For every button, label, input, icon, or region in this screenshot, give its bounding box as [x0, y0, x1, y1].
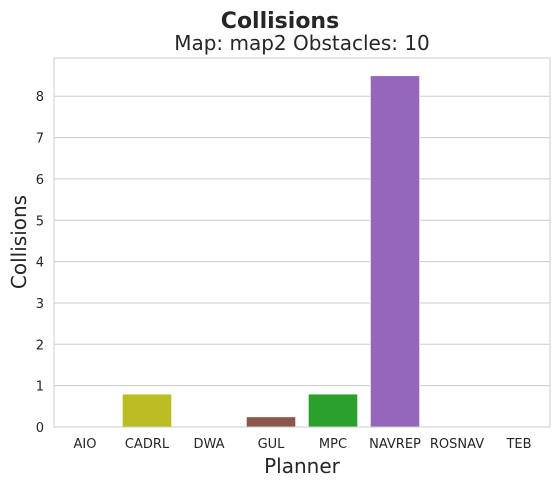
- y-tick-label: 7: [36, 132, 44, 147]
- y-tick-label: 8: [36, 90, 44, 105]
- y-tick-labels: 0 1 2 3 4 5 6 7 8: [36, 90, 44, 436]
- bar-navrep: [369, 75, 421, 428]
- chart-suptitle: Collisions: [221, 9, 339, 34]
- y-tick-label: 2: [36, 338, 44, 353]
- x-axis-label: Planner: [264, 454, 341, 478]
- bars: [121, 75, 421, 428]
- bar-gul: [245, 416, 297, 428]
- y-tick-label: 3: [36, 297, 44, 312]
- y-tick-label: 5: [36, 214, 44, 229]
- x-tick-label: AIO: [74, 437, 97, 452]
- x-tick-label: CADRL: [125, 437, 170, 452]
- x-tick-label: NAVREP: [369, 437, 421, 452]
- x-tick-label: GUL: [258, 437, 286, 452]
- y-tick-label: 0: [36, 421, 44, 436]
- x-tick-label: ROSNAV: [430, 437, 484, 452]
- x-tick-label: MPC: [319, 437, 347, 452]
- bar-cadrl: [121, 393, 173, 428]
- y-axis-label: Collisions: [7, 195, 31, 289]
- y-tick-label: 6: [36, 173, 44, 188]
- y-tick-label: 4: [36, 256, 44, 271]
- chart-title: Map: map2 Obstacles: 10: [174, 31, 430, 55]
- grid: [54, 95, 550, 428]
- x-tick-labels: AIO CADRL DWA GUL MPC NAVREP ROSNAV TEB: [74, 437, 532, 452]
- plot-frame: [53, 57, 551, 428]
- y-tick-label: 1: [36, 380, 44, 395]
- bar-mpc: [307, 393, 359, 428]
- x-tick-label: TEB: [505, 437, 531, 452]
- x-tick-label: DWA: [193, 437, 224, 452]
